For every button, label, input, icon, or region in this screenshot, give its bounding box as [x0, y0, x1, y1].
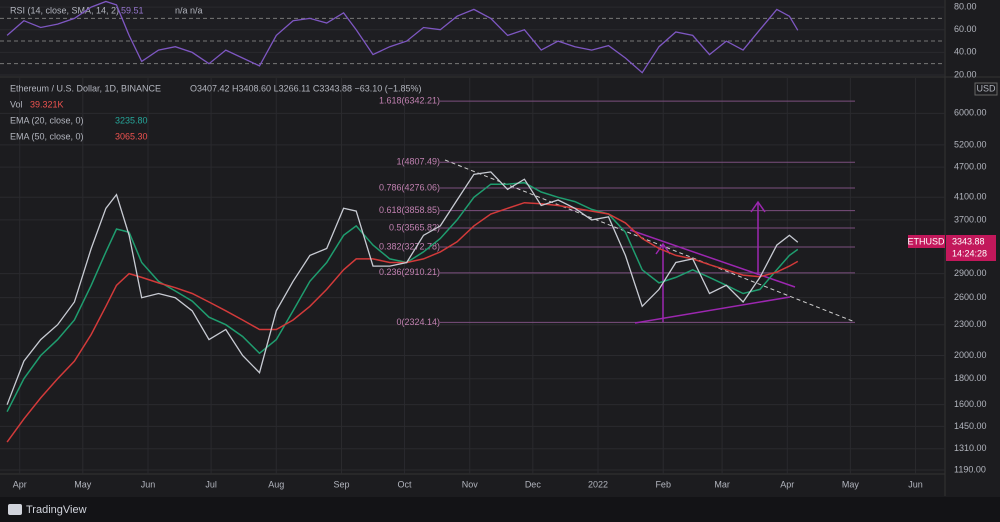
- y-tick-label: 20.00: [954, 69, 977, 79]
- price-tag-price: 3343.88: [952, 236, 985, 246]
- fib-label: 1.618(6342.21): [379, 95, 440, 105]
- x-tick-label: Mar: [714, 479, 730, 489]
- x-tick-label: May: [842, 479, 860, 489]
- y-tick-label: 80.00: [954, 2, 977, 12]
- y-tick-label: 4100.00: [954, 192, 987, 202]
- y-tick-label: 5200.00: [954, 139, 987, 149]
- fib-label: 0.5(3565.82): [389, 222, 440, 232]
- fib-label: 0.382(3272.78): [379, 241, 440, 251]
- currency: USD: [976, 83, 996, 93]
- y-tick-label: 2300.00: [954, 319, 987, 329]
- price-tag-symbol: ETHUSD: [907, 236, 945, 246]
- ema-label: EMA (20, close, 0): [10, 115, 84, 125]
- y-tick-label: 1800.00: [954, 373, 987, 383]
- triangle-upper: [629, 229, 796, 288]
- x-tick-label: Feb: [655, 479, 671, 489]
- y-tick-label: 2000.00: [954, 350, 987, 360]
- triangle-lower: [634, 296, 791, 324]
- price-tag-countdown: 14:24:28: [952, 248, 987, 258]
- x-tick-label: May: [74, 479, 92, 489]
- volume-label: Vol: [10, 99, 23, 109]
- x-tick-label: Jun: [908, 479, 923, 489]
- rsi-line: [6, 0, 799, 74]
- rsi-ma: n/a n/a: [175, 5, 203, 15]
- rsi-title: RSI (14, close, SMA, 14, 2): [10, 5, 119, 15]
- y-tick-label: 2900.00: [954, 268, 987, 278]
- ema-label: EMA (50, close, 0): [10, 131, 84, 141]
- x-tick-label: Apr: [13, 479, 27, 489]
- fib-label: 1(4807.49): [396, 157, 440, 167]
- x-tick-label: Jun: [141, 479, 156, 489]
- y-tick-label: 6000.00: [954, 108, 987, 118]
- y-tick-label: 1450.00: [954, 421, 987, 431]
- rsi-value: 59.51: [121, 5, 144, 15]
- y-tick-label: 4700.00: [954, 162, 987, 172]
- y-tick-label: 40.00: [954, 47, 977, 57]
- price-tag-symbol-box: [908, 235, 945, 248]
- symbol: Ethereum / U.S. Dollar, 1D, BINANCE: [10, 83, 161, 93]
- y-tick-label: 1190.00: [954, 464, 986, 474]
- y-tick-label: 1600.00: [954, 399, 987, 409]
- ema-value: 3235.80: [115, 115, 148, 125]
- x-tick-label: Jul: [205, 479, 217, 489]
- x-tick-label: 2022: [588, 479, 608, 489]
- y-tick-label: 60.00: [954, 24, 977, 34]
- brand: TradingView: [26, 504, 87, 516]
- x-tick-label: Dec: [525, 479, 542, 489]
- y-tick-label: 3700.00: [954, 214, 987, 224]
- x-tick-label: Oct: [398, 479, 413, 489]
- arrow-head: [655, 242, 671, 255]
- currency-box: [974, 82, 998, 96]
- volume-value: 39.321K: [30, 99, 64, 109]
- ema-line: [6, 181, 799, 413]
- x-tick-label: Apr: [780, 479, 794, 489]
- fib-label: 0.236(2910.21): [379, 267, 440, 277]
- y-tick-label: 1310.00: [954, 443, 987, 453]
- fib-label: 0(2324.14): [396, 317, 440, 327]
- fib-label: 0.618(3858.85): [379, 205, 440, 215]
- fib-label: 0.786(4276.06): [379, 182, 440, 192]
- brand-logo: [8, 504, 22, 515]
- ema-line: [6, 201, 799, 443]
- x-tick-label: Nov: [462, 479, 479, 489]
- price-tag-box: [946, 235, 996, 261]
- trend-line: [444, 159, 856, 323]
- x-tick-label: Sep: [333, 479, 349, 489]
- price-line: [6, 171, 799, 405]
- arrow-head: [750, 200, 766, 213]
- ema-value: 3065.30: [115, 131, 148, 141]
- y-tick-label: 2600.00: [954, 292, 987, 302]
- ohlc: O3407.42 H3408.60 L3266.11 C3343.88 −63.…: [190, 83, 422, 93]
- x-tick-label: Aug: [268, 479, 284, 489]
- footer: [0, 497, 1000, 522]
